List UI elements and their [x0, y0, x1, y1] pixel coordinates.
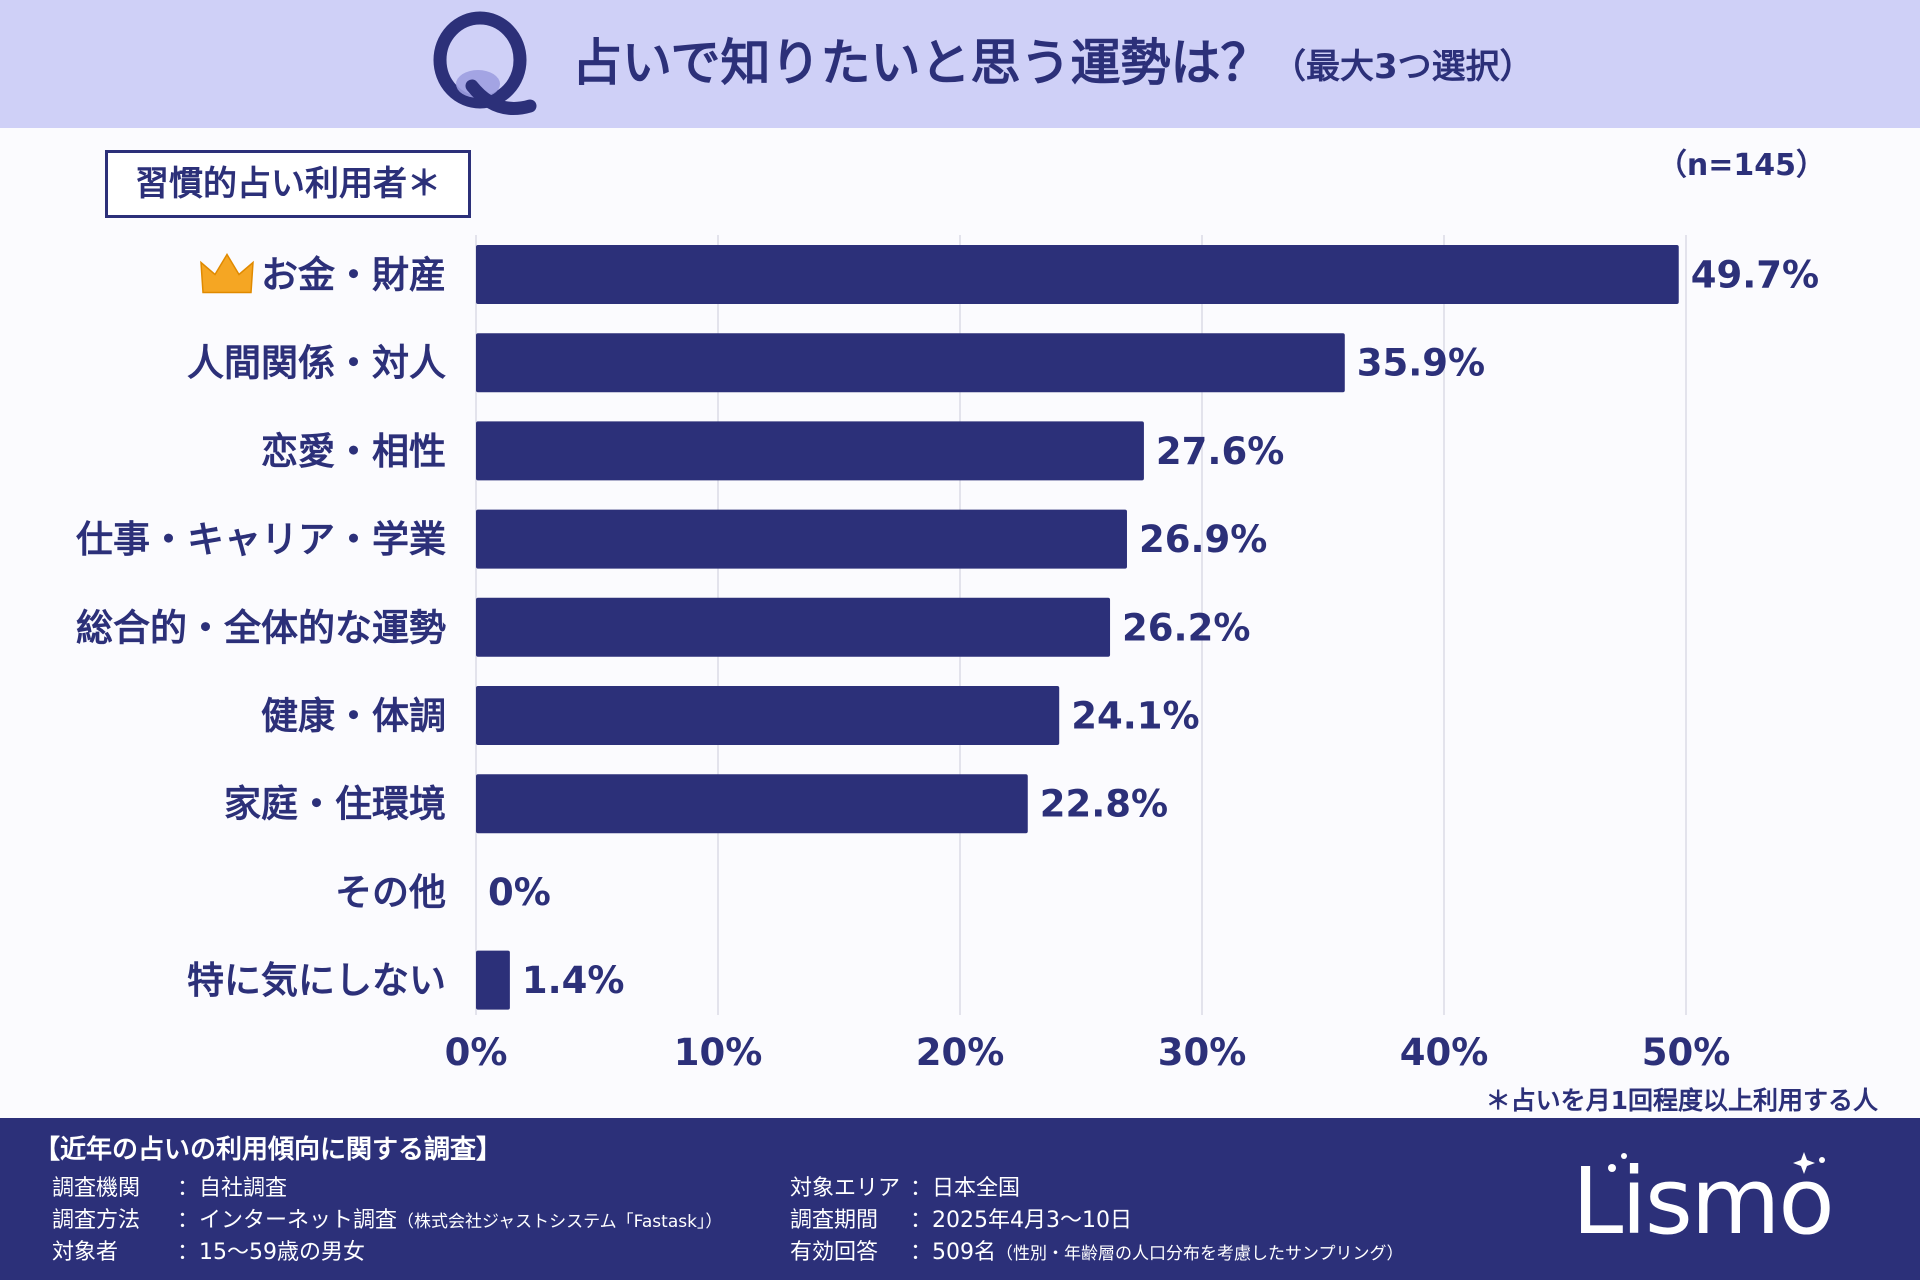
- info-label: 調査期間: [790, 1208, 879, 1233]
- x-tick-label: 0%: [445, 1031, 508, 1074]
- sparkle-icon: [1608, 1152, 1825, 1174]
- info-label: 調査方法: [52, 1208, 141, 1233]
- bar: [476, 950, 510, 1010]
- value-label: 24.1%: [1071, 695, 1199, 738]
- value-label: 26.9%: [1139, 518, 1267, 561]
- survey-title: 【近年の占いの利用傾向に関する調査】: [34, 1135, 503, 1165]
- x-tick-label: 50%: [1642, 1031, 1731, 1074]
- category-label: 特に気にしない: [187, 959, 446, 1002]
- x-tick-label: 20%: [916, 1031, 1005, 1074]
- info-value: ：509名: [910, 1240, 996, 1265]
- info-row-target: 対象者 ：15〜59歳の男女: [52, 1238, 365, 1268]
- sample-size: （n=145）: [1656, 148, 1826, 183]
- crown-icon: [200, 253, 254, 294]
- info-row-responses: 有効回答 ：509名（性別・年齢層の人口分布を考慮したサンプリング）: [790, 1238, 1404, 1269]
- info-value: ：日本全国: [910, 1176, 1021, 1201]
- category-label: 総合的・全体的な運勢: [76, 606, 446, 649]
- info-value: ：15〜59歳の男女: [177, 1240, 365, 1265]
- survey-footer: 【近年の占いの利用傾向に関する調査】 調査機関 ：自社調査 調査方法 ：インターネッ…: [0, 1118, 1920, 1280]
- value-label: 35.9%: [1357, 342, 1485, 385]
- category-label: 家庭・住環境: [224, 783, 446, 826]
- respondent-group-label: 習慣的占い利用者＊: [105, 150, 471, 218]
- category-label: 仕事・キャリア・学業: [76, 518, 446, 561]
- info-row-period: 調査期間 ：2025年4月3〜10日: [790, 1206, 1132, 1236]
- bar: [476, 774, 1028, 834]
- info-row-area: 対象エリア ：日本全国: [790, 1174, 1020, 1204]
- category-label: 恋愛・相性: [261, 430, 446, 473]
- x-tick-label: 30%: [1158, 1031, 1247, 1074]
- info-value: ：インターネット調査: [177, 1208, 398, 1233]
- x-tick-label: 10%: [674, 1031, 763, 1074]
- value-label: 26.2%: [1122, 606, 1250, 649]
- chart-title: 占いで知りたいと思う運勢は？: [572, 34, 1271, 92]
- bar: [476, 333, 1345, 393]
- value-label: 0%: [488, 871, 551, 914]
- chart-subtitle: （最大3つ選択）: [1272, 47, 1534, 87]
- value-label: 27.6%: [1156, 430, 1284, 473]
- value-label: 49.7%: [1691, 254, 1819, 297]
- bar: [476, 686, 1060, 745]
- bar-chart: お金・財産 49.7% 人間関係・対人 35.9% 恋愛・相性 27.6% 仕事・キャリア・…: [76, 235, 1819, 1074]
- brand-logo: Lismo: [1572, 1148, 1882, 1260]
- x-tick-label: 40%: [1400, 1031, 1489, 1074]
- bar: [476, 245, 1679, 304]
- category-label: お金・財産: [261, 254, 446, 297]
- header-banner: 占いで知りたいと思う運勢は？ （最大3つ選択）: [0, 0, 1920, 128]
- footnote: ＊占いを月1回程度以上利用する人: [1485, 1086, 1878, 1115]
- q-icon: [433, 11, 537, 115]
- info-label: 調査機関: [52, 1176, 141, 1201]
- info-note: （株式会社ジャストシステム「Fastask」）: [397, 1212, 723, 1232]
- info-note: （性別・年齢層の人口分布を考慮したサンプリング）: [996, 1244, 1404, 1264]
- info-row-organization: 調査機関 ：自社調査: [52, 1174, 287, 1204]
- category-label: その他: [335, 871, 446, 914]
- category-label: 人間関係・対人: [187, 342, 446, 385]
- info-row-method: 調査方法 ：インターネット調査（株式会社ジャストシステム「Fastask」）: [52, 1206, 722, 1237]
- info-label: 有効回答: [790, 1240, 879, 1265]
- bar: [476, 509, 1127, 569]
- info-label: 対象エリア: [790, 1176, 901, 1201]
- info-value: ：2025年4月3〜10日: [910, 1208, 1132, 1233]
- category-label: 健康・体調: [261, 695, 446, 738]
- value-label: 22.8%: [1040, 783, 1168, 826]
- bar: [476, 597, 1111, 657]
- info-label: 対象者: [52, 1240, 119, 1265]
- bar: [476, 421, 1144, 481]
- info-value: ：自社調査: [177, 1176, 288, 1201]
- value-label: 1.4%: [522, 959, 625, 1002]
